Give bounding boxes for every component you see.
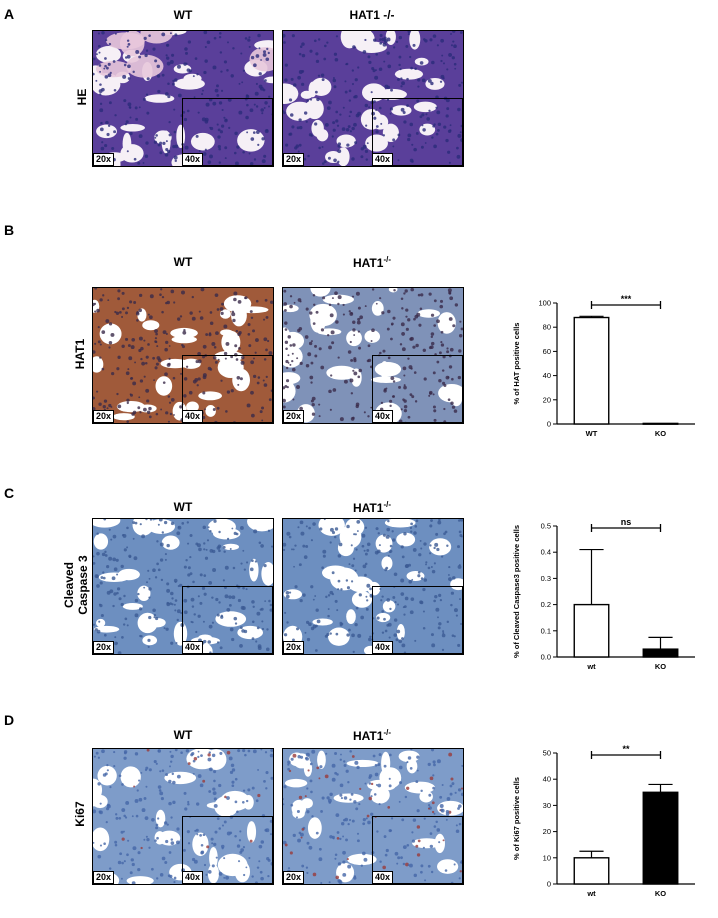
row-label-ki67: Ki67 <box>73 801 87 827</box>
micrograph-b-wt: 20x 40x <box>92 287 274 424</box>
y-tick-label: 80 <box>543 323 551 332</box>
row-label-hat1: HAT1 <box>73 338 87 370</box>
x-tick-label: KO <box>655 889 666 898</box>
y-tick-label: 0.0 <box>541 653 551 662</box>
y-tick-label: 0.5 <box>541 522 551 531</box>
magnification-label-20x: 20x <box>93 871 115 884</box>
magnification-label-20x: 20x <box>283 871 305 884</box>
magnification-label-40x: 40x <box>372 641 394 654</box>
significance-label: ns <box>621 517 632 527</box>
magnification-label-40x: 40x <box>372 410 394 423</box>
bar-chart-cleaved-caspase3: % of Cleaved Caspase3 positive cells 0.0 0… <box>512 517 695 671</box>
micrograph-d-ko: 20x 40x <box>282 748 464 885</box>
inset-40x <box>182 816 273 884</box>
panel-letter-b: B <box>4 222 15 238</box>
magnification-label-20x: 20x <box>93 641 115 654</box>
column-title-wt: WT <box>173 500 193 514</box>
y-tick-label: 20 <box>543 395 551 404</box>
inset-40x <box>372 98 463 166</box>
micrograph-a-ko: 20x 40x <box>282 30 464 167</box>
y-axis-label: % of Cleaved Caspase3 positive cells <box>512 525 521 658</box>
y-tick-label: 40 <box>543 775 551 784</box>
magnification-label-40x: 40x <box>182 641 204 654</box>
inset-40x <box>182 586 273 654</box>
magnification-label-20x: 20x <box>283 153 305 166</box>
bar-chart-ki67-positive: % of Ki67 positive cells 0 10 20 30 40 50 wt KO *… <box>512 744 695 898</box>
x-tick-label: wt <box>586 662 596 671</box>
column-title-wt: WT <box>173 8 193 22</box>
column-title-wt: WT <box>173 255 193 269</box>
column-title-ko: HAT1-/- <box>352 255 391 270</box>
y-tick-label: 0.3 <box>541 574 551 583</box>
magnification-label-40x: 40x <box>182 153 204 166</box>
inset-40x <box>182 355 273 423</box>
y-axis-label: % of HAT positive cells <box>512 323 521 405</box>
magnification-label-20x: 20x <box>93 153 115 166</box>
y-tick-label: 0 <box>547 420 551 429</box>
x-tick-label: WT <box>586 429 598 438</box>
magnification-label-20x: 20x <box>283 641 305 654</box>
y-tick-label: 0 <box>547 880 551 889</box>
inset-40x <box>372 816 463 884</box>
magnification-label-40x: 40x <box>372 153 394 166</box>
panel-letter-d: D <box>4 712 15 728</box>
y-tick-label: 0.1 <box>541 626 551 635</box>
magnification-label-20x: 20x <box>283 410 305 423</box>
bar-ko <box>642 791 679 885</box>
y-tick-label: 30 <box>543 801 551 810</box>
significance-label: ** <box>622 744 630 754</box>
inset-40x <box>182 98 273 166</box>
magnification-label-40x: 40x <box>182 871 204 884</box>
column-title-wt: WT <box>173 728 193 742</box>
bar-ko <box>642 648 679 658</box>
magnification-label-40x: 40x <box>372 871 394 884</box>
bar-wt <box>573 316 610 425</box>
micrograph-d-wt: 20x 40x <box>92 748 274 885</box>
micrograph-a-wt: 20x 40x <box>92 30 274 167</box>
column-title-ko: HAT1-/- <box>352 728 391 743</box>
x-tick-label: wt <box>586 889 596 898</box>
magnification-label-40x: 40x <box>182 410 204 423</box>
bar-chart-hat-positive: % of HAT positive cells 0 20 40 60 80 100 WT KO *… <box>512 294 695 438</box>
column-title-ko: HAT1-/- <box>352 500 391 515</box>
y-tick-label: 0.2 <box>541 600 551 609</box>
y-tick-label: 60 <box>543 347 551 356</box>
y-tick-label: 100 <box>538 299 551 308</box>
row-label-he: HE <box>75 88 89 106</box>
micrograph-c-wt: 20x 40x <box>92 518 274 655</box>
column-title-ko: HAT1 -/- <box>349 8 395 22</box>
panel-letter-a: A <box>4 6 15 22</box>
bar-wt <box>573 857 610 885</box>
magnification-label-20x: 20x <box>93 410 115 423</box>
y-axis-label: % of Ki67 positive cells <box>512 777 521 860</box>
y-tick-label: 0.4 <box>541 548 551 557</box>
micrograph-c-ko: 20x 40x <box>282 518 464 655</box>
y-tick-label: 40 <box>543 371 551 380</box>
bar-wt <box>573 603 610 658</box>
row-label-cleaved-caspase-3: Cleaved Caspase 3 <box>62 555 90 615</box>
x-tick-label: KO <box>655 662 666 671</box>
y-tick-label: 20 <box>543 827 551 836</box>
y-tick-label: 10 <box>543 853 551 862</box>
panel-letter-c: C <box>4 485 15 501</box>
significance-label: *** <box>621 294 632 304</box>
inset-40x <box>372 355 463 423</box>
micrograph-b-ko: 20x 40x <box>282 287 464 424</box>
y-tick-label: 50 <box>543 749 551 758</box>
bar-ko <box>642 422 679 425</box>
x-tick-label: KO <box>655 429 666 438</box>
inset-40x <box>372 586 463 654</box>
